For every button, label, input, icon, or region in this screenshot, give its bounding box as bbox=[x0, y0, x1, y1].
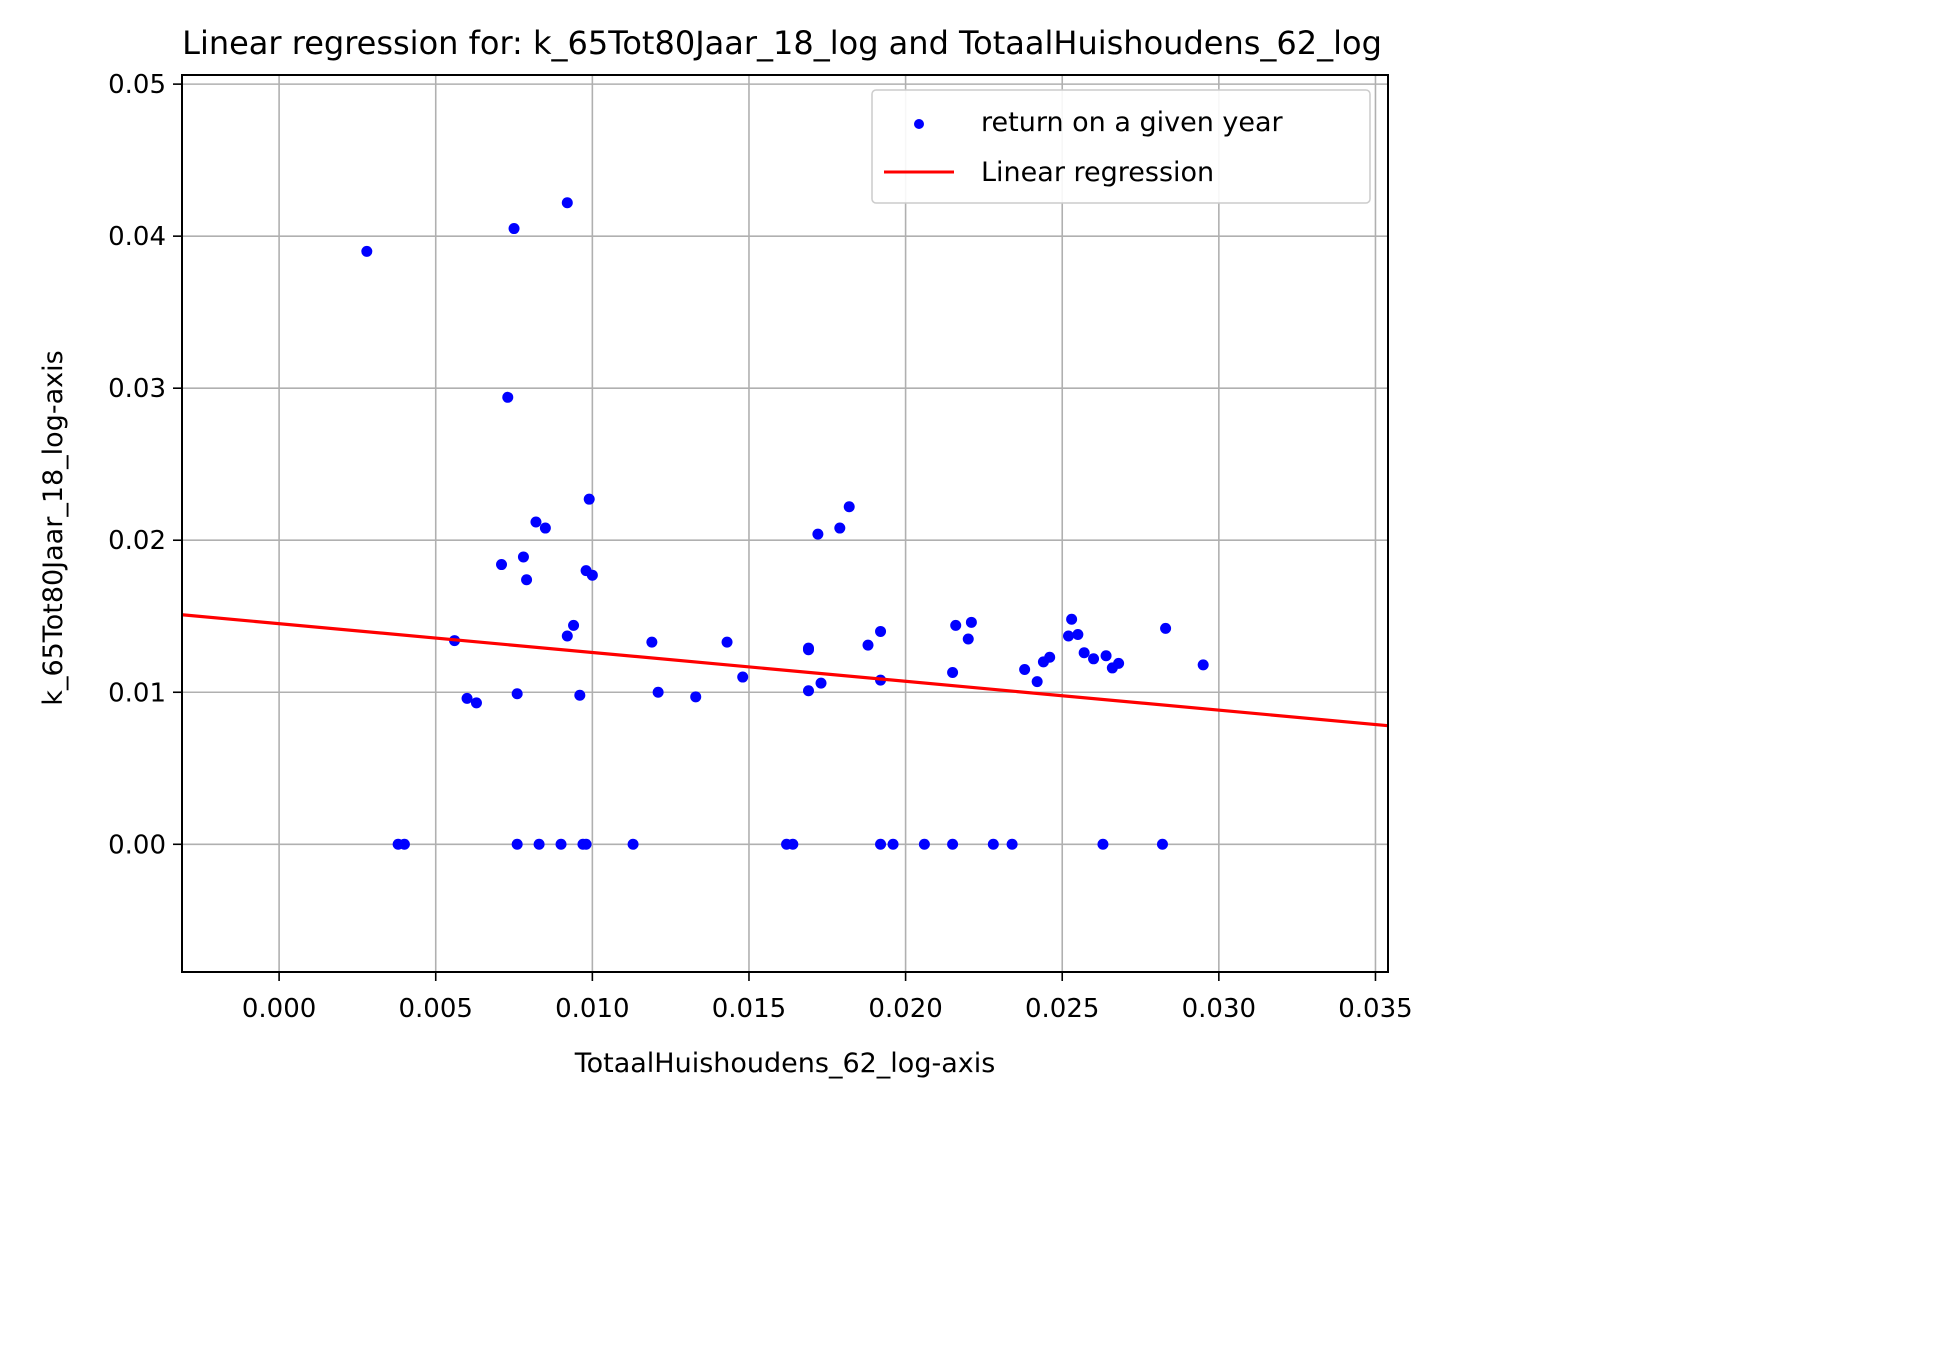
scatter-point bbox=[574, 689, 586, 701]
scatter-point bbox=[652, 686, 664, 698]
legend-label-line: Linear regression bbox=[981, 157, 1214, 188]
scatter-point bbox=[533, 838, 545, 850]
scatter-point bbox=[568, 619, 580, 631]
x-tick-label: 0.030 bbox=[1182, 994, 1256, 1024]
scatter-point bbox=[511, 688, 523, 700]
y-tick-label: 0.01 bbox=[108, 678, 166, 708]
x-tick-label: 0.005 bbox=[399, 994, 473, 1024]
legend-label-scatter: return on a given year bbox=[981, 107, 1284, 138]
scatter-point bbox=[1062, 630, 1074, 642]
scatter-point bbox=[1019, 663, 1031, 675]
scatter-point bbox=[1100, 650, 1112, 662]
legend: return on a given year Linear regression bbox=[871, 89, 1371, 204]
scatter-point bbox=[1031, 676, 1043, 688]
scatter-point bbox=[1097, 838, 1109, 850]
scatter-point bbox=[583, 493, 595, 505]
scatter-point bbox=[690, 691, 702, 703]
scatter-point bbox=[580, 838, 592, 850]
x-tick-label: 0.020 bbox=[868, 994, 942, 1024]
y-tick-label: 0.05 bbox=[108, 70, 166, 100]
scatter-point bbox=[517, 551, 529, 563]
x-axis-label: TotaalHuishoudens_62_log-axis bbox=[574, 1048, 996, 1079]
scatter-point bbox=[561, 197, 573, 209]
scatter-point bbox=[521, 574, 533, 586]
scatter-point bbox=[502, 391, 514, 403]
x-axis-ticks: 0.000 0.005 0.010 0.015 0.020 0.025 0.030 0.035 bbox=[242, 972, 1413, 1024]
scatter-point bbox=[561, 630, 573, 642]
x-tick-label: 0.025 bbox=[1025, 994, 1099, 1024]
scatter-point bbox=[470, 697, 482, 709]
scatter-point bbox=[461, 692, 473, 704]
plot-frame bbox=[181, 74, 1389, 973]
chart: Linear regression for: k_65Tot80Jaar_18_… bbox=[38, 24, 1413, 1079]
x-tick-label: 0.010 bbox=[555, 994, 629, 1024]
scatter-point bbox=[1156, 838, 1168, 850]
scatter-point bbox=[802, 685, 814, 697]
scatter-point bbox=[787, 838, 799, 850]
y-axis-label: k_65Tot80Jaar_18_log-axis bbox=[38, 350, 69, 705]
y-tick-label: 0.04 bbox=[108, 222, 166, 252]
chart-title: Linear regression for: k_65Tot80Jaar_18_… bbox=[182, 24, 1382, 62]
scatter-point bbox=[1160, 622, 1172, 634]
scatter-point bbox=[1088, 653, 1100, 665]
y-tick-label: 0.02 bbox=[108, 526, 166, 556]
scatter-point bbox=[950, 619, 962, 631]
y-tick-label: 0.00 bbox=[108, 830, 166, 860]
scatter-point bbox=[862, 639, 874, 651]
y-axis-ticks: 0.00 0.01 0.02 0.03 0.04 0.05 bbox=[108, 70, 182, 860]
scatter-point bbox=[962, 633, 974, 645]
scatter-point bbox=[875, 625, 887, 637]
scatter-point bbox=[834, 522, 846, 534]
scatter-point bbox=[1113, 657, 1125, 669]
scatter-point bbox=[987, 838, 999, 850]
x-tick-label: 0.015 bbox=[712, 994, 786, 1024]
scatter-point bbox=[947, 838, 959, 850]
scatter-point bbox=[887, 838, 899, 850]
scatter-point bbox=[555, 838, 567, 850]
scatter-point bbox=[802, 644, 814, 656]
scatter-point bbox=[539, 522, 551, 534]
scatter-point bbox=[875, 838, 887, 850]
scatter-point bbox=[721, 636, 733, 648]
scatter-point bbox=[918, 838, 930, 850]
x-tick-label: 0.000 bbox=[242, 994, 316, 1024]
scatter-point bbox=[496, 559, 508, 571]
grid bbox=[182, 75, 1388, 972]
legend-marker-scatter bbox=[914, 119, 924, 129]
scatter-point bbox=[947, 666, 959, 678]
scatter-point bbox=[1066, 613, 1078, 625]
scatter-point bbox=[627, 838, 639, 850]
scatter-point bbox=[1044, 651, 1056, 663]
scatter-point bbox=[530, 516, 542, 528]
scatter-point bbox=[812, 528, 824, 540]
plot-marks bbox=[181, 197, 1389, 850]
y-tick-label: 0.03 bbox=[108, 374, 166, 404]
scatter-point bbox=[737, 671, 749, 683]
scatter-point bbox=[508, 223, 520, 235]
scatter-point bbox=[1078, 647, 1090, 659]
scatter-point bbox=[646, 636, 658, 648]
scatter-point bbox=[1072, 628, 1084, 640]
scatter-point bbox=[586, 569, 598, 581]
x-tick-label: 0.035 bbox=[1338, 994, 1412, 1024]
scatter-point bbox=[361, 245, 373, 257]
scatter-point bbox=[815, 677, 827, 689]
regression-line bbox=[181, 613, 1389, 728]
legend-box bbox=[871, 89, 1371, 204]
scatter-point bbox=[1006, 838, 1018, 850]
scatter-point bbox=[511, 838, 523, 850]
scatter-point bbox=[965, 616, 977, 628]
scatter-point bbox=[1197, 659, 1209, 671]
scatter-point bbox=[398, 838, 410, 850]
scatter-point bbox=[843, 501, 855, 513]
